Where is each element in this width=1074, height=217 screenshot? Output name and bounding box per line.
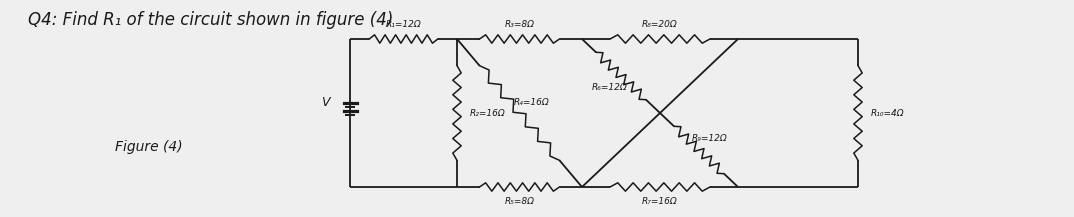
Text: Q4: Find R₁ of the circuit shown in figure (4): Q4: Find R₁ of the circuit shown in figu… [28,11,393,29]
Text: V: V [321,97,330,110]
Text: R₁=12Ω: R₁=12Ω [386,20,421,29]
Text: R₉=12Ω: R₉=12Ω [692,134,728,143]
Text: R₅=8Ω: R₅=8Ω [505,197,535,206]
Text: R₇=16Ω: R₇=16Ω [642,197,678,206]
Text: R₈=20Ω: R₈=20Ω [642,20,678,29]
Text: R₁₀=4Ω: R₁₀=4Ω [871,108,904,117]
Text: R₄=16Ω: R₄=16Ω [513,98,550,107]
Text: R₆=12Ω: R₆=12Ω [592,83,628,92]
Text: R₂=16Ω: R₂=16Ω [470,108,506,117]
Text: R₃=8Ω: R₃=8Ω [505,20,535,29]
Text: Figure (4): Figure (4) [115,140,183,154]
